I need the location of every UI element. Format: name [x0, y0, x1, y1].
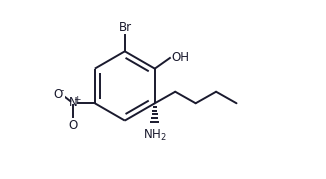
Text: O: O	[68, 119, 78, 132]
Text: OH: OH	[171, 51, 189, 64]
Text: O: O	[53, 88, 63, 101]
Text: +: +	[73, 95, 81, 104]
Text: Br: Br	[119, 21, 132, 34]
Text: NH$_2$: NH$_2$	[143, 128, 167, 143]
Text: -: -	[61, 86, 64, 95]
Text: N: N	[68, 96, 77, 109]
